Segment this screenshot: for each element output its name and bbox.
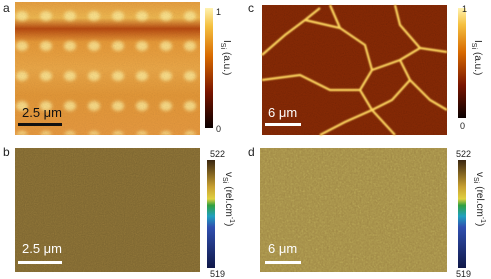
colorbar-min: 519 xyxy=(210,269,225,279)
scale-text: 2.5 μm xyxy=(22,105,62,120)
scale-bar xyxy=(265,123,301,126)
colorbar-max: 1 xyxy=(216,7,221,17)
colorbar-min: 0 xyxy=(460,121,465,131)
scale-bar xyxy=(18,261,62,264)
panel-label: c xyxy=(248,1,254,15)
colorbar-title: vSi(rel.cm-1) xyxy=(472,172,486,226)
colorbar xyxy=(207,160,215,268)
panel-label: b xyxy=(3,145,10,159)
panel-label: d xyxy=(248,145,255,159)
colorbar-title: vSi(rel.cm-1) xyxy=(221,172,235,226)
colorbar-max: 522 xyxy=(456,149,471,159)
image-d xyxy=(260,148,447,272)
scale-bar xyxy=(18,123,62,126)
colorbar-title: ISi(a.u.) xyxy=(219,40,232,75)
colorbar-min: 0 xyxy=(216,124,221,134)
scale-bar xyxy=(265,261,301,264)
colorbar-min: 519 xyxy=(456,269,471,279)
scale-text: 6 μm xyxy=(268,105,297,120)
colorbar-max: 1 xyxy=(462,4,467,14)
scale-text: 6 μm xyxy=(268,241,297,256)
image-b xyxy=(15,148,200,272)
image-c xyxy=(261,4,448,136)
colorbar-title: ISi(a.u.) xyxy=(470,40,483,75)
image-a xyxy=(15,2,200,135)
colorbar-max: 522 xyxy=(210,149,225,159)
colorbar xyxy=(205,8,213,128)
colorbar xyxy=(458,8,466,118)
colorbar xyxy=(458,160,466,268)
scale-text: 2.5 μm xyxy=(22,241,62,256)
panel-label: a xyxy=(3,1,10,15)
